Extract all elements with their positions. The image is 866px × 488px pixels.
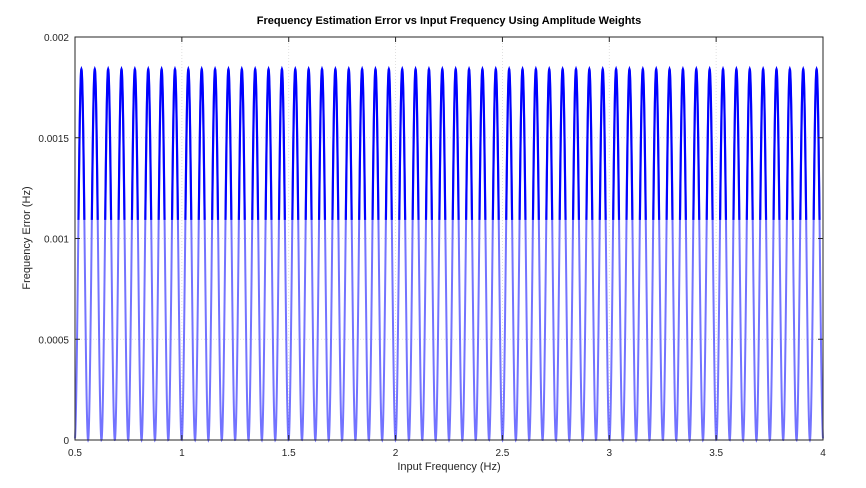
series-peak — [77, 65, 86, 220]
x-tick-label: 0.5 — [68, 448, 82, 459]
series-peak — [505, 65, 514, 220]
tick-layer: 0.5 1 1.5 2 2.5 3 3.5 4 0 0.0005 0.001 0.0015 0.002 — [38, 33, 826, 459]
series-peak — [170, 65, 180, 220]
y-tick-label: 0.0005 — [38, 335, 69, 346]
y-tick-label: 0.0015 — [38, 134, 69, 145]
series-peak — [130, 65, 139, 220]
x-axis-label: Input Frequency (Hz) — [397, 461, 500, 473]
series-peak — [491, 65, 500, 220]
series-peak — [344, 65, 353, 220]
series-peak — [251, 65, 260, 220]
series-peak — [264, 65, 273, 220]
series-peak — [478, 65, 487, 220]
series-peak — [598, 65, 607, 220]
x-tick-label: 2 — [393, 448, 399, 459]
series-layer — [74, 65, 824, 443]
series-peak — [237, 65, 246, 220]
series-peak — [759, 65, 768, 220]
series-peak — [638, 65, 647, 220]
series-peak — [90, 65, 99, 220]
series-peak — [585, 65, 594, 220]
series-peak — [678, 65, 687, 220]
series-peak — [772, 65, 781, 220]
series-peaks-0 — [77, 65, 821, 220]
series-peak — [211, 65, 220, 220]
series-peak — [665, 65, 674, 220]
series-peak — [438, 65, 447, 220]
series-peak — [745, 65, 754, 220]
x-tick-label: 2.5 — [495, 448, 509, 459]
series-peak — [224, 65, 233, 220]
series-peak — [398, 65, 407, 220]
series-peak — [371, 65, 380, 220]
x-tick-label: 3.5 — [709, 448, 723, 459]
series-peak — [558, 65, 567, 220]
y-axis-label: Frequency Error (Hz) — [21, 186, 33, 289]
series-peak — [144, 65, 153, 220]
series-peak — [317, 65, 327, 220]
series-peak — [732, 65, 741, 220]
series-peak — [785, 65, 794, 220]
series-peak — [451, 65, 460, 220]
series-peak — [384, 65, 393, 220]
series-peak — [799, 65, 808, 220]
series-peak — [625, 65, 634, 220]
series-peak — [718, 65, 728, 220]
grid-layer — [75, 37, 823, 440]
series-peak — [652, 65, 661, 220]
series-peak — [157, 65, 166, 220]
series-peak — [184, 65, 193, 220]
x-tick-label: 1 — [179, 448, 185, 459]
series-peak — [571, 65, 581, 220]
series-peak — [705, 65, 714, 220]
series-peak — [411, 65, 420, 220]
series-peak — [117, 65, 126, 220]
series-peak — [545, 65, 554, 220]
series-peak — [291, 65, 300, 220]
series-peak — [612, 65, 621, 220]
series-peak — [812, 65, 821, 220]
y-tick-label: 0 — [63, 436, 69, 447]
series-peak — [304, 65, 313, 220]
series-peak — [277, 65, 286, 220]
series-peak — [465, 65, 474, 220]
y-tick-label: 0.002 — [44, 33, 69, 44]
x-tick-label: 1.5 — [282, 448, 296, 459]
x-tick-label: 3 — [607, 448, 613, 459]
series-peak — [104, 65, 113, 220]
series-peak — [518, 65, 527, 220]
series-peak — [197, 65, 206, 220]
x-tick-label: 4 — [820, 448, 826, 459]
series-peak — [424, 65, 433, 220]
series-peak — [331, 65, 340, 220]
y-tick-label: 0.001 — [44, 235, 69, 246]
series-peak — [358, 65, 367, 220]
series-peak — [692, 65, 701, 220]
series-peak — [531, 65, 540, 220]
chart-title: Frequency Estimation Error vs Input Freq… — [257, 15, 641, 27]
